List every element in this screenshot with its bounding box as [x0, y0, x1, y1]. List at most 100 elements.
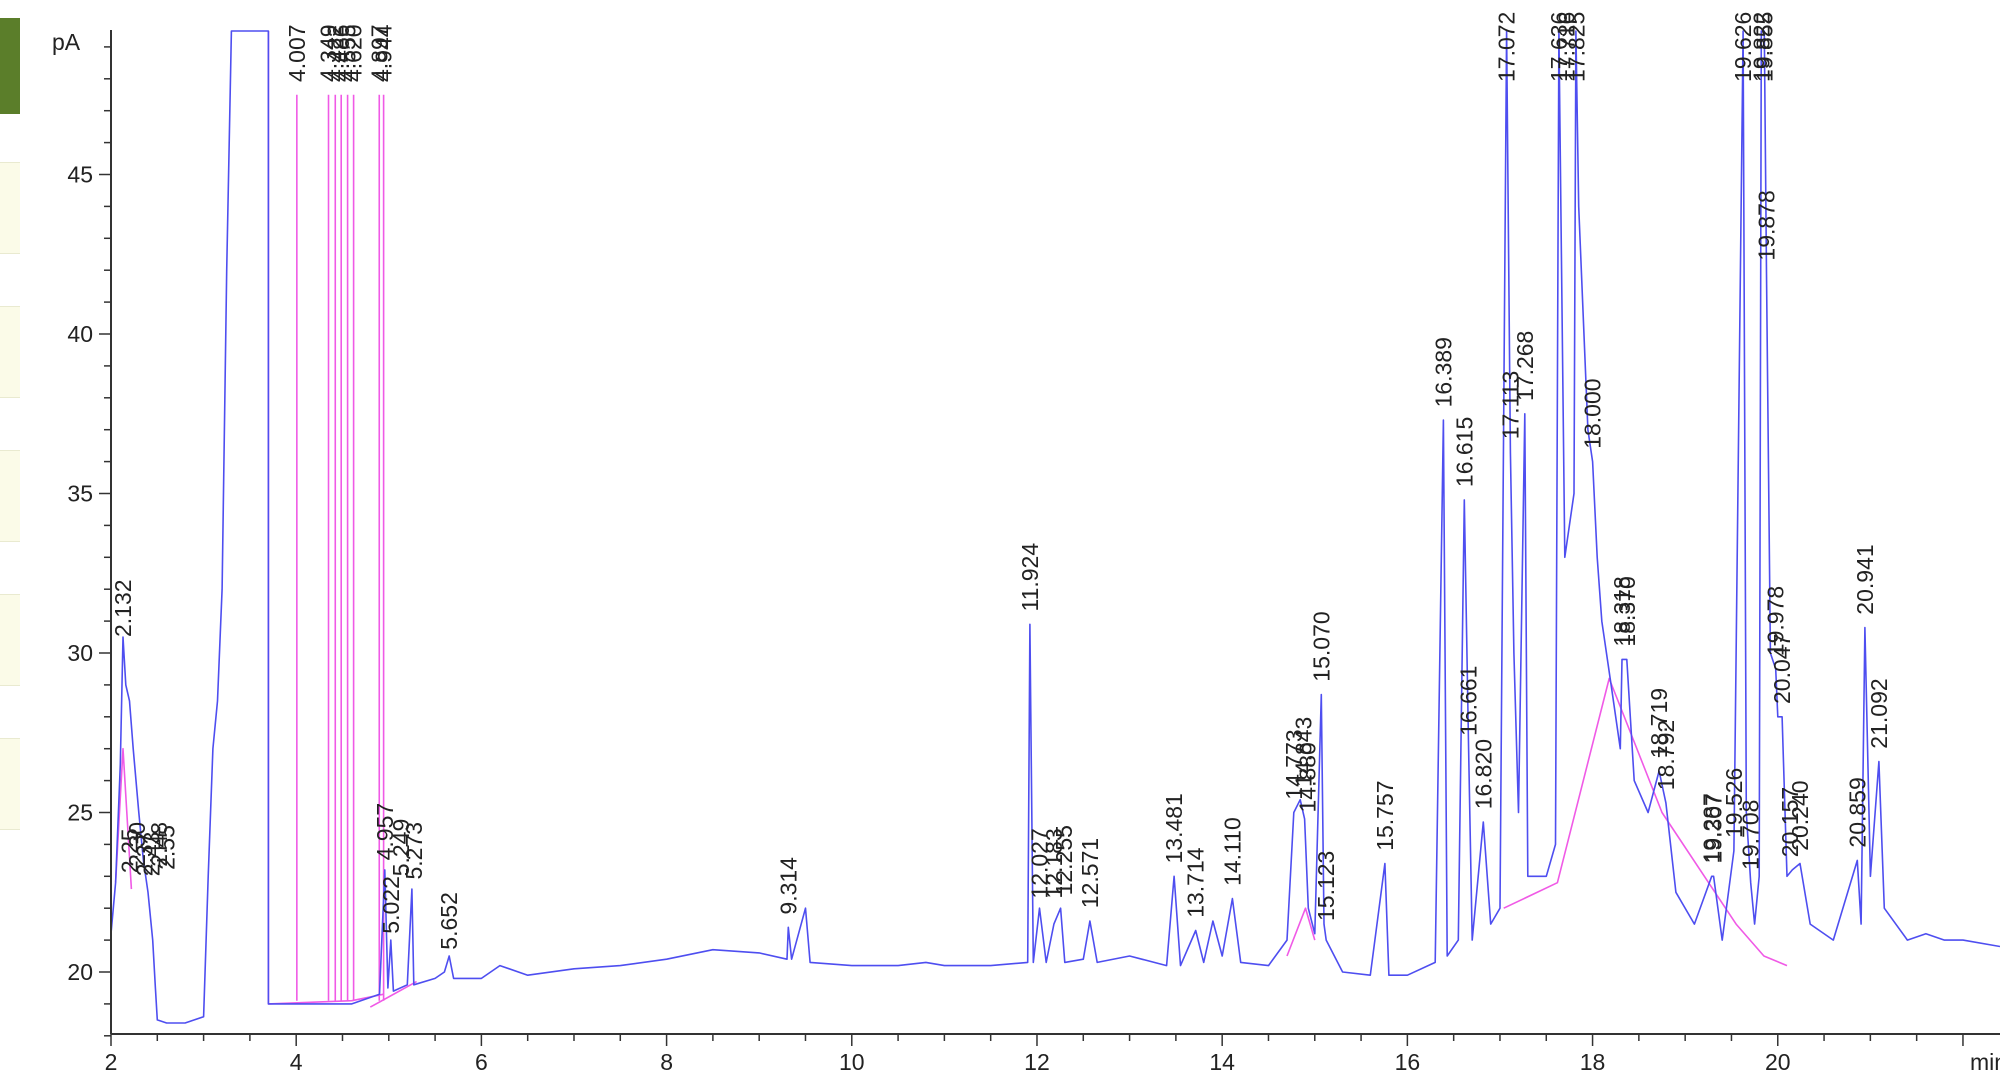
baseline-segment	[1286, 907, 1316, 957]
peak-label: 5.273	[401, 822, 427, 880]
peak-label: 5.652	[436, 892, 462, 950]
peak-label: 2.132	[110, 579, 136, 637]
peak-label: 17.113	[1497, 371, 1523, 440]
peak-label: 19.287	[1699, 793, 1725, 863]
peak-label: 20.047	[1769, 634, 1795, 704]
y-tick-label: 35	[67, 481, 93, 507]
peak-label: 12.255	[1051, 825, 1077, 895]
peak-label: 21.092	[1866, 678, 1892, 748]
peak-label: 19.878	[1754, 190, 1780, 260]
peak-label: 12.571	[1077, 838, 1103, 908]
x-axis-unit-label: min	[1970, 1049, 2000, 1075]
peak-label: 19.855	[1751, 12, 1777, 82]
panel-tab-active[interactable]	[0, 18, 20, 114]
panel-row[interactable]	[0, 594, 20, 686]
peak-label: 19.708	[1738, 800, 1764, 870]
baseline-segment	[1503, 677, 1788, 967]
x-tick-label: 14	[1209, 1049, 1235, 1075]
x-tick-label: 18	[1580, 1049, 1606, 1075]
peak-label: 17.072	[1494, 12, 1520, 82]
baseline-layer	[114, 31, 1788, 1008]
peak-label: 19.526	[1721, 768, 1747, 838]
peak-label: 17.268	[1512, 331, 1538, 401]
peak-label: 18.318	[1609, 576, 1635, 646]
peak-label: 17.825	[1563, 12, 1589, 82]
y-axis-ticks: 20 25 30 35 40 45	[67, 46, 111, 1037]
peak-label: 16.661	[1456, 666, 1482, 736]
x-tick-label: 4	[290, 1049, 303, 1075]
y-tick-label: 45	[67, 162, 93, 188]
peak-label: 4.422	[322, 24, 348, 82]
peak-label: 2.30	[124, 822, 150, 867]
peak-label: 4.897	[366, 24, 392, 82]
x-tick-label: 6	[475, 1049, 488, 1075]
panel-row[interactable]	[0, 450, 20, 542]
peak-label: 15.757	[1372, 780, 1398, 850]
peak-label: 16.389	[1430, 337, 1456, 407]
peak-label: 20.240	[1787, 780, 1813, 850]
peak-label: 14.773	[1281, 729, 1307, 799]
signal-trace-layer	[110, 30, 2000, 1024]
y-tick-label: 30	[67, 640, 93, 666]
x-tick-label: 2	[105, 1049, 118, 1075]
peak-label: 20.859	[1844, 777, 1870, 847]
peak-label: 4.555	[335, 24, 361, 82]
y-axis-unit-label: pA	[52, 29, 81, 55]
peak-label: 18.719	[1646, 688, 1672, 758]
peak-label: 19.978	[1763, 586, 1789, 656]
peak-label: 5.249	[388, 819, 414, 877]
peak-label: 15.123	[1313, 851, 1339, 921]
peak-label: 16.615	[1451, 417, 1477, 487]
peak-label: 2.25	[117, 828, 143, 873]
peak-label: 4.486	[328, 24, 354, 82]
peak-label: 19.307	[1701, 793, 1727, 863]
peak-label: 4.620	[341, 24, 367, 82]
peak-label: 15.070	[1308, 611, 1334, 681]
y-tick-label: 25	[67, 800, 93, 826]
x-axis-ticks: 2 4 6 8 10 12 14 16 18 20	[105, 1034, 1964, 1075]
peak-label: 2.55	[154, 825, 180, 870]
peak-label: 16.820	[1470, 739, 1496, 809]
peak-label: 19.626	[1730, 12, 1756, 82]
peak-label: 4.957	[372, 803, 398, 861]
peak-label: 5.022	[378, 876, 404, 934]
peak-label: 18.000	[1580, 378, 1606, 448]
baseline-segment	[267, 31, 384, 1005]
peak-label: 20.157	[1777, 787, 1803, 857]
x-tick-label: 10	[839, 1049, 865, 1075]
left-panel-strip	[0, 0, 20, 1085]
peak-label: 14.843	[1291, 717, 1317, 787]
peak-label: 18.792	[1653, 720, 1679, 790]
peak-label: 11.924	[1017, 543, 1043, 612]
peak-label: 4.944	[371, 24, 397, 82]
peak-label: 17.716	[1553, 12, 1579, 82]
peak-label: 14.880	[1294, 742, 1320, 812]
peak-label: 13.481	[1161, 793, 1187, 863]
baseline-segment	[369, 980, 417, 1008]
peak-marker-layer	[296, 94, 385, 1001]
y-tick-label: 20	[67, 959, 93, 985]
panel-row[interactable]	[0, 162, 20, 254]
x-tick-label: 12	[1024, 1049, 1050, 1075]
x-tick-label: 16	[1395, 1049, 1421, 1075]
x-tick-label: 20	[1765, 1049, 1791, 1075]
peak-label: 18.370	[1614, 576, 1640, 646]
peak-label: 4.349	[316, 24, 342, 82]
panel-row[interactable]	[0, 738, 20, 830]
axes: 20 25 30 35 40 45 2 4 6 8 10 12 14 16 18 20 pA min	[52, 29, 2000, 1075]
peak-label: 2.37	[131, 832, 157, 877]
peak-label: 9.314	[775, 857, 801, 915]
panel-row[interactable]	[0, 306, 20, 398]
x-tick-label: 8	[660, 1049, 673, 1075]
peak-label: 20.941	[1852, 544, 1878, 614]
peak-label: 2.48	[146, 822, 172, 867]
signal-trace	[110, 30, 2000, 1024]
peak-label: 19.822	[1748, 12, 1774, 82]
peak-label: 13.714	[1183, 847, 1209, 918]
peak-label: 17.636	[1546, 12, 1572, 82]
peak-label: 2.43	[139, 832, 165, 877]
peak-label: 4.007	[284, 24, 310, 82]
y-tick-label: 40	[67, 321, 93, 347]
